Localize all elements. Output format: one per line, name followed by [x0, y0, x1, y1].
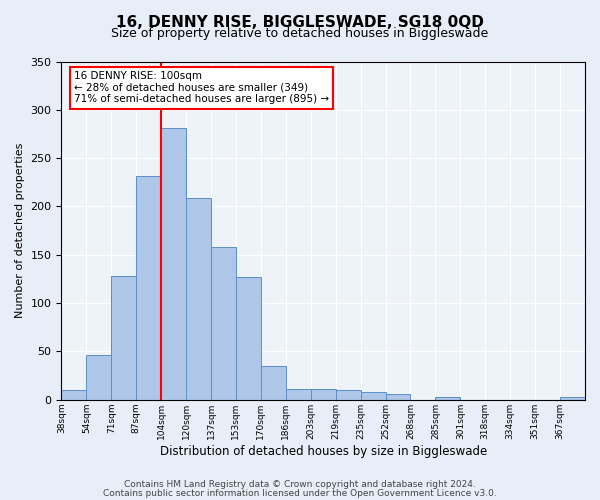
Text: Size of property relative to detached houses in Biggleswade: Size of property relative to detached ho… — [112, 28, 488, 40]
Bar — [111, 276, 136, 400]
Bar — [286, 389, 311, 400]
Text: 16 DENNY RISE: 100sqm
← 28% of detached houses are smaller (349)
71% of semi-det: 16 DENNY RISE: 100sqm ← 28% of detached … — [74, 71, 329, 104]
Bar — [161, 128, 186, 400]
Bar — [335, 390, 361, 400]
X-axis label: Distribution of detached houses by size in Biggleswade: Distribution of detached houses by size … — [160, 444, 487, 458]
Text: Contains HM Land Registry data © Crown copyright and database right 2024.: Contains HM Land Registry data © Crown c… — [124, 480, 476, 489]
Bar — [236, 277, 261, 400]
Bar — [361, 392, 386, 400]
Y-axis label: Number of detached properties: Number of detached properties — [15, 143, 25, 318]
Bar — [211, 247, 236, 400]
Bar — [261, 366, 286, 400]
Bar — [61, 390, 86, 400]
Bar — [136, 176, 161, 400]
Bar — [386, 394, 410, 400]
Bar — [86, 356, 111, 400]
Text: Contains public sector information licensed under the Open Government Licence v3: Contains public sector information licen… — [103, 488, 497, 498]
Bar — [186, 198, 211, 400]
Text: 16, DENNY RISE, BIGGLESWADE, SG18 0QD: 16, DENNY RISE, BIGGLESWADE, SG18 0QD — [116, 15, 484, 30]
Bar — [311, 389, 335, 400]
Bar — [436, 397, 460, 400]
Bar — [560, 397, 585, 400]
